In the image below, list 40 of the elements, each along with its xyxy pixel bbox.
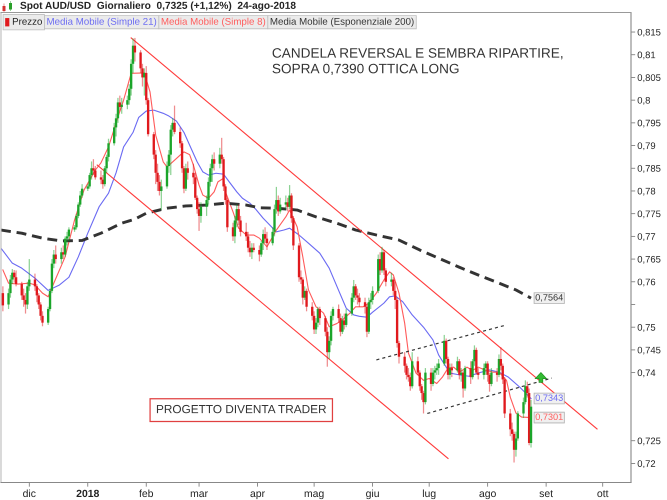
x-tick-label: set (539, 490, 553, 498)
x-tick-label: lug (422, 489, 436, 500)
y-tick-label: 0,815 (638, 28, 660, 37)
data-label: 0,7564 (536, 294, 563, 302)
y-tick-label: 0,795 (638, 120, 660, 128)
line-series (1, 202, 532, 300)
x-tick-label: feb (139, 489, 154, 498)
y-tick-label: 0,725 (638, 438, 660, 446)
y-tick-label: 0,775 (638, 210, 660, 218)
x-tick-label: apr (250, 491, 265, 500)
x-tick-label: giu (366, 489, 379, 500)
x-tick-label: ago (479, 491, 496, 500)
y-tick-label: 0,79 (638, 142, 656, 150)
x-tick-label: mar (190, 491, 208, 498)
x-tick-label: mag (304, 491, 324, 500)
text: Media Mobile (Simple 8) (162, 18, 266, 27)
annotation: PROGETTO DIVENTA TRADER (156, 404, 326, 414)
y-tick-label: 0,78 (638, 188, 656, 196)
chart-title: Spot AUD/USD Giornaliero 0,7325 (+1,12%) 24-ago-2018 (20, 2, 296, 11)
y-tick-label: 0,81 (638, 52, 656, 60)
data-label: 0,7343 (536, 394, 563, 402)
line-series (1, 110, 532, 400)
x-tick-label: ott (597, 490, 608, 498)
text: Media Mobile (Simple 21) (47, 18, 156, 27)
y-tick-label: 0,72 (638, 460, 656, 468)
y-tick-label: 0,805 (638, 74, 660, 82)
x-tick-label: dic (23, 489, 36, 498)
legend-label: Prezzo (12, 18, 42, 25)
y-tick-label: 0,75 (638, 324, 656, 332)
y-tick-label: 0,785 (638, 165, 660, 173)
y-tick-label: 0,765 (638, 256, 660, 264)
x-tick-label: 2018 (76, 490, 100, 498)
y-tick-label: 0,76 (638, 278, 656, 286)
y-tick-label: 0,745 (638, 346, 660, 355)
data-label: 0,7301 (536, 414, 563, 422)
annotation: CANDELA REVERSAL E SEMBRA RIPARTIRE, SOPRA 0,7390 OTTICA LONG (272, 48, 562, 76)
y-tick-label: 0,8 (638, 96, 650, 105)
y-tick-label: 0,74 (638, 369, 656, 378)
y-tick-label: 0,77 (638, 233, 656, 242)
text: Media Mobile (Esponenziale 200) (270, 18, 414, 27)
